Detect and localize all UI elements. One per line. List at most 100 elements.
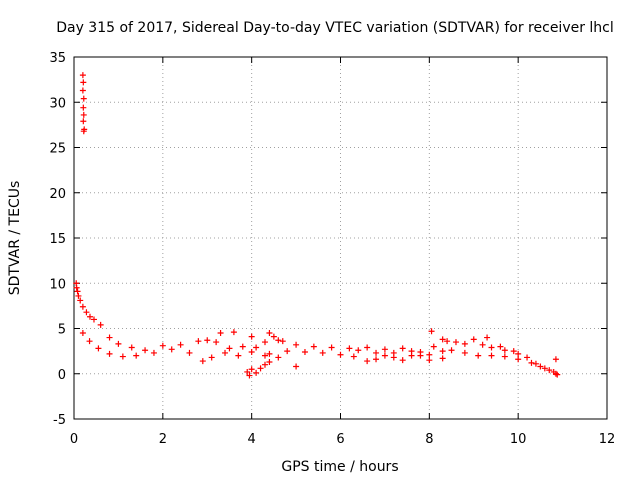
data-point xyxy=(261,352,268,359)
data-point xyxy=(515,356,522,363)
y-tick-label: 10 xyxy=(49,277,66,292)
data-point xyxy=(261,339,268,346)
x-tick-label: 8 xyxy=(425,432,433,447)
data-point xyxy=(95,345,102,352)
data-point xyxy=(230,329,237,336)
data-point xyxy=(452,339,459,346)
data-point xyxy=(80,118,87,125)
data-point xyxy=(79,330,86,337)
y-tick-label: 15 xyxy=(49,232,66,247)
data-point xyxy=(226,345,233,352)
data-point xyxy=(364,358,371,365)
data-point xyxy=(79,303,86,310)
data-point xyxy=(133,352,140,359)
data-point xyxy=(301,349,308,356)
grid xyxy=(74,57,607,419)
y-tick-label: -5 xyxy=(53,413,66,428)
data-point xyxy=(86,313,93,320)
data-point xyxy=(248,349,255,356)
data-point xyxy=(461,340,468,347)
data-point xyxy=(532,360,539,367)
data-point xyxy=(168,346,175,353)
data-point xyxy=(328,344,335,351)
data-point xyxy=(537,363,544,370)
data-point xyxy=(80,79,87,86)
x-tick-label: 6 xyxy=(336,432,344,447)
data-point xyxy=(399,357,406,364)
data-point xyxy=(246,372,253,379)
data-point xyxy=(115,340,122,347)
data-point xyxy=(497,343,504,350)
data-point xyxy=(97,321,104,328)
data-point xyxy=(552,356,559,363)
data-point xyxy=(275,354,282,361)
data-point xyxy=(80,128,87,135)
data-point xyxy=(86,338,93,345)
data-point xyxy=(79,87,86,94)
data-point xyxy=(257,365,264,372)
data-point xyxy=(75,292,82,299)
data-point xyxy=(80,95,87,102)
data-point xyxy=(408,352,415,359)
data-point xyxy=(417,349,424,356)
data-point xyxy=(350,353,357,360)
data-point xyxy=(128,344,135,351)
data-point xyxy=(80,104,87,111)
data-point xyxy=(524,354,531,361)
data-point xyxy=(248,366,255,373)
y-axis: -5 0 5 10 15 20 25 30 35 xyxy=(49,51,607,428)
data-point xyxy=(426,357,433,364)
y-axis-label: SDTVAR / TECUs xyxy=(7,181,23,296)
data-point xyxy=(501,353,508,360)
data-point xyxy=(515,350,522,357)
data-point xyxy=(488,352,495,359)
data-point xyxy=(261,361,268,368)
data-point xyxy=(284,348,291,355)
data-point xyxy=(510,348,517,355)
x-axis-label: GPS time / hours xyxy=(281,459,398,475)
data-point xyxy=(266,330,273,337)
x-tick-label: 10 xyxy=(510,432,527,447)
data-point xyxy=(381,346,388,353)
data-point xyxy=(475,352,482,359)
data-point xyxy=(439,355,446,362)
data-point xyxy=(106,350,113,357)
data-point xyxy=(119,353,126,360)
data-point xyxy=(373,349,380,356)
data-point xyxy=(79,72,86,79)
y-tick-label: 25 xyxy=(49,142,66,157)
data-point xyxy=(346,345,353,352)
x-tick-label: 4 xyxy=(248,432,256,447)
data-point xyxy=(248,333,255,340)
data-point xyxy=(355,347,362,354)
data-point xyxy=(541,365,548,372)
data-point xyxy=(399,345,406,352)
y-tick-label: 30 xyxy=(49,96,66,111)
data-point xyxy=(310,343,317,350)
data-point xyxy=(199,358,206,365)
data-point xyxy=(213,339,220,346)
data-point xyxy=(479,341,486,348)
y-tick-label: 20 xyxy=(49,187,66,202)
data-point xyxy=(159,342,166,349)
chart-title: Day 315 of 2017, Sidereal Day-to-day VTE… xyxy=(56,20,614,36)
data-point xyxy=(186,349,193,356)
data-point xyxy=(244,368,251,375)
data-point xyxy=(279,338,286,345)
x-tick-label: 2 xyxy=(159,432,167,447)
data-point xyxy=(488,344,495,351)
data-point xyxy=(74,288,81,295)
y-tick-label: 5 xyxy=(58,323,66,338)
data-point xyxy=(554,371,561,378)
data-point xyxy=(80,111,87,118)
data-point xyxy=(484,334,491,341)
x-axis: 0 2 4 6 8 10 12 xyxy=(70,57,615,447)
data-point xyxy=(208,354,215,361)
data-point xyxy=(239,343,246,350)
data-point xyxy=(439,336,446,343)
data-point xyxy=(293,363,300,370)
y-tick-label: 0 xyxy=(58,368,66,383)
data-point xyxy=(142,347,149,354)
data-point xyxy=(501,347,508,354)
